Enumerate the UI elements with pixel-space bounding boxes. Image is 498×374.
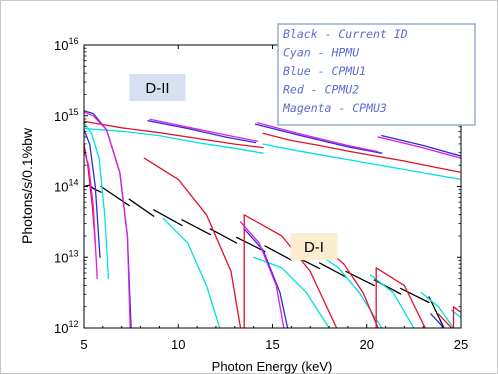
legend-entry: Magenta - CPMU3 xyxy=(282,101,387,115)
series-line-red-4 xyxy=(243,214,338,328)
y-tick-label: 1014 xyxy=(54,178,78,195)
legend: Black - Current ID Cyan - HPMU Blue - CPMU… xyxy=(277,23,476,126)
series-line-red-3 xyxy=(143,157,242,328)
series-line-blue-3 xyxy=(254,123,383,154)
legend-entry: Blue - CPMU1 xyxy=(283,64,366,78)
series-line-cyan-0 xyxy=(84,122,110,280)
series-magenta xyxy=(84,111,461,328)
legend-entries: Black - Current ID Cyan - HPMU Blue - CPMU… xyxy=(282,27,408,115)
series-line-black-6 xyxy=(236,236,266,253)
series-line-magenta-5 xyxy=(239,221,285,328)
y-tick-label: 1012 xyxy=(54,319,78,336)
y-tick-label: 1015 xyxy=(54,107,78,124)
series-line-cyan-7 xyxy=(420,291,455,328)
series-line-red-1 xyxy=(84,120,264,149)
series-line-blue-5 xyxy=(243,228,289,328)
series-line-blue-2 xyxy=(147,120,257,144)
annotation-box xyxy=(290,233,338,261)
series-line-black-7 xyxy=(264,245,293,261)
series-line-cyan-1 xyxy=(84,127,264,154)
y-tick-label: 1016 xyxy=(54,36,78,53)
series-line-red-6 xyxy=(375,267,426,328)
legend-box xyxy=(277,23,476,126)
series-line-black-3 xyxy=(153,209,183,227)
annotation-box xyxy=(129,73,186,101)
y-axis-label: Photons/s/0.1%bw xyxy=(19,127,35,244)
legend-entry: Black - Current ID xyxy=(283,27,408,41)
annotation-layer: D-II D-I xyxy=(129,73,338,261)
series-line-red-2 xyxy=(262,132,461,174)
x-tick-label: 25 xyxy=(454,337,468,352)
series-line-magenta-1 xyxy=(84,150,98,280)
series-line-black-2 xyxy=(128,198,155,217)
series-line-black-13 xyxy=(428,296,445,328)
series-line-red-7 xyxy=(437,313,453,328)
series-line-black-11 xyxy=(373,279,402,295)
series-line-magenta-3 xyxy=(256,122,379,153)
series-line-magenta-0 xyxy=(84,111,131,328)
x-axis-label: Photon Energy (keV) xyxy=(212,359,333,374)
x-tick-label: 20 xyxy=(360,337,374,352)
series-line-black-5 xyxy=(209,228,238,244)
series-line-black-9 xyxy=(318,262,347,278)
annotation-label: D-II xyxy=(145,80,169,97)
x-tick-label: 5 xyxy=(80,337,87,352)
series-line-cyan-3 xyxy=(162,217,221,328)
y-tick-labels: 1012 1013 1014 1015 1016 xyxy=(54,36,78,336)
series-line-blue-6 xyxy=(430,313,445,328)
x-tick-label: 15 xyxy=(265,337,279,352)
series-line-black-4 xyxy=(181,219,211,236)
series-line-magenta-4 xyxy=(377,136,461,159)
series-line-cyan-6 xyxy=(369,274,415,328)
series-line-blue-1 xyxy=(84,129,101,258)
x-tick-labels: 5 10 15 20 25 xyxy=(80,337,468,352)
series-layer xyxy=(84,110,461,328)
series-line-magenta-2 xyxy=(149,118,259,142)
series-line-blue-4 xyxy=(381,134,461,157)
series-red xyxy=(84,120,461,328)
legend-entry: Red - CPMU2 xyxy=(283,83,359,97)
x-tick-label: 10 xyxy=(171,337,185,352)
series-line-cyan-2 xyxy=(262,143,461,181)
series-line-red-8 xyxy=(452,306,461,328)
annotation-label: D-I xyxy=(304,239,324,256)
y-tick-label: 1013 xyxy=(54,248,78,265)
series-cyan xyxy=(84,122,461,328)
series-line-black-1 xyxy=(100,185,130,207)
series-line-black-12 xyxy=(400,287,430,304)
legend-entry: Cyan - HPMU xyxy=(283,46,359,60)
